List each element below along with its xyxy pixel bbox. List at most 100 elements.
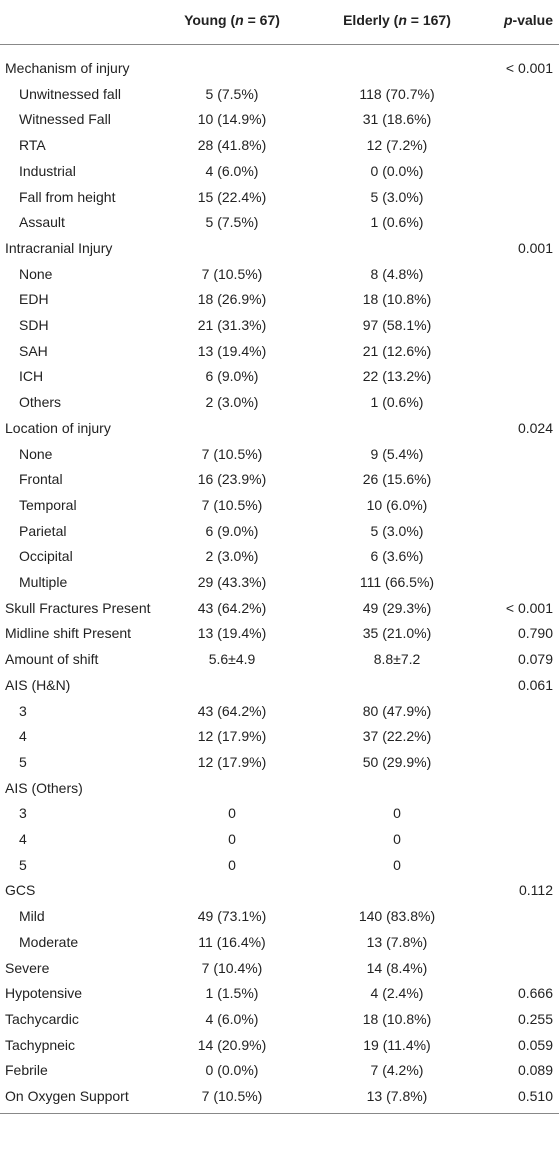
row-label: On Oxygen Support xyxy=(5,1088,129,1104)
p-value: 0.089 xyxy=(517,1062,553,1079)
elderly-value: 26 (15.6%) xyxy=(362,471,432,488)
young-value: 0 xyxy=(228,805,236,822)
row-label: Location of injury xyxy=(5,419,111,436)
row-label: Midline shift Present xyxy=(5,625,132,642)
elderly-value: 14 (8.4%) xyxy=(366,959,428,976)
header-cell: p-value xyxy=(453,12,553,32)
young-value: 12 (17.9%) xyxy=(197,753,267,770)
row-label: 5 xyxy=(19,753,27,770)
row-label: Amount of shift xyxy=(5,651,99,668)
elderly-value: 0 xyxy=(393,856,401,873)
row-label: Skull Fractures Present xyxy=(5,599,151,616)
p-value: 0.112 xyxy=(519,882,553,899)
elderly-value: 118 (70.7%) xyxy=(359,85,435,102)
row-label: Assault xyxy=(19,214,65,231)
elderly-value: 31 (18.6%) xyxy=(362,111,432,128)
row-label: 3 xyxy=(19,702,27,719)
young-value: 13 (19.4%) xyxy=(197,625,267,642)
row-label: Temporal xyxy=(19,496,77,513)
header-text: n xyxy=(398,12,407,28)
elderly-value: 18 (10.8%) xyxy=(362,1010,432,1027)
elderly-value: 8.8±7.2 xyxy=(373,651,421,668)
elderly-value: 0 (0.0%) xyxy=(370,162,424,179)
p-value: < 0.001 xyxy=(505,599,553,616)
p-value: 0.510 xyxy=(517,1088,553,1104)
young-value: 12 (17.9%) xyxy=(197,728,267,745)
row-label: Industrial xyxy=(19,162,76,179)
p-value: 0.059 xyxy=(517,1036,553,1053)
young-value: 6 (9.0%) xyxy=(205,368,259,385)
young-value: 43 (64.2%) xyxy=(197,702,267,719)
young-value: 21 (31.3%) xyxy=(197,317,267,333)
p-value: < 0.001 xyxy=(505,60,553,76)
elderly-value: 80 (47.9%) xyxy=(362,702,432,719)
row-label: Fall from height xyxy=(19,188,116,205)
elderly-value: 1 (0.6%) xyxy=(370,214,424,231)
elderly-value: 7 (4.2%) xyxy=(370,1062,424,1079)
young-value: 7 (10.5%) xyxy=(201,496,263,513)
young-value: 15 (22.4%) xyxy=(197,188,267,205)
row-label: SAH xyxy=(19,342,48,359)
elderly-value: 1 (0.6%) xyxy=(370,394,424,411)
header-text: -value xyxy=(512,12,553,28)
row-label: AIS (H&N) xyxy=(5,676,71,693)
row-label: Mechanism of injury xyxy=(5,60,130,76)
elderly-value: 5 (3.0%) xyxy=(370,522,424,539)
row-label: None xyxy=(19,265,53,282)
row-label: Febrile xyxy=(5,1062,48,1079)
young-value: 43 (64.2%) xyxy=(197,599,267,616)
row-label: Hypotensive xyxy=(5,985,83,1002)
row-label: Mild xyxy=(19,908,45,925)
header-text: = 167) xyxy=(406,12,451,28)
elderly-value: 37 (22.2%) xyxy=(362,728,432,745)
row-label: Frontal xyxy=(19,471,63,488)
young-value: 28 (41.8%) xyxy=(197,137,267,154)
p-value: 0.024 xyxy=(517,419,553,436)
row-label: Severe xyxy=(5,959,50,976)
elderly-value: 111 (66.5%) xyxy=(359,574,435,590)
header-rule xyxy=(0,44,559,45)
row-label: Intracranial Injury xyxy=(5,239,113,256)
elderly-value: 9 (5.4%) xyxy=(370,445,424,462)
row-label: Witnessed Fall xyxy=(19,111,111,128)
elderly-value: 10 (6.0%) xyxy=(366,496,428,513)
young-value: 7 (10.5%) xyxy=(201,445,263,462)
elderly-value: 97 (58.1%) xyxy=(362,317,432,333)
row-label: Occipital xyxy=(19,548,73,565)
elderly-value: 35 (21.0%) xyxy=(362,625,432,642)
row-label: EDH xyxy=(19,291,49,308)
bottom-rule xyxy=(0,1112,559,1114)
young-value: 14 (20.9%) xyxy=(197,1036,267,1053)
young-value: 11 (16.4%) xyxy=(198,933,266,950)
young-value: 5 (7.5%) xyxy=(205,214,259,231)
young-value: 2 (3.0%) xyxy=(205,548,259,565)
young-value: 7 (10.5%) xyxy=(201,265,263,282)
elderly-value: 19 (11.4%) xyxy=(363,1036,431,1053)
row-label: None xyxy=(19,445,53,462)
row-label: 5 xyxy=(19,856,27,873)
young-value: 5 (7.5%) xyxy=(205,85,259,102)
row-label: AIS (Others) xyxy=(5,779,83,796)
row-label: Moderate xyxy=(19,933,79,950)
elderly-value: 6 (3.6%) xyxy=(370,548,424,565)
elderly-value: 22 (13.2%) xyxy=(362,368,432,385)
young-value: 6 (9.0%) xyxy=(205,522,259,539)
young-value: 10 (14.9%) xyxy=(197,111,267,128)
elderly-value: 13 (7.8%) xyxy=(366,1088,428,1104)
row-label: Others xyxy=(19,394,62,411)
header-text: Young ( xyxy=(184,12,236,28)
elderly-value: 21 (12.6%) xyxy=(362,342,432,359)
row-label: 4 xyxy=(19,728,27,745)
young-value: 4 (6.0%) xyxy=(205,1010,259,1027)
p-value: 0.001 xyxy=(517,239,553,256)
row-label: 4 xyxy=(19,831,27,847)
row-label: GCS xyxy=(5,882,36,899)
elderly-value: 8 (4.8%) xyxy=(370,265,424,282)
row-label: RTA xyxy=(19,137,46,154)
p-value: 0.061 xyxy=(517,676,553,693)
p-value: 0.790 xyxy=(517,625,553,642)
elderly-value: 50 (29.9%) xyxy=(362,753,432,770)
elderly-value: 49 (29.3%) xyxy=(362,599,432,616)
young-value: 5.6±4.9 xyxy=(208,651,256,668)
row-label: Unwitnessed fall xyxy=(19,85,121,102)
